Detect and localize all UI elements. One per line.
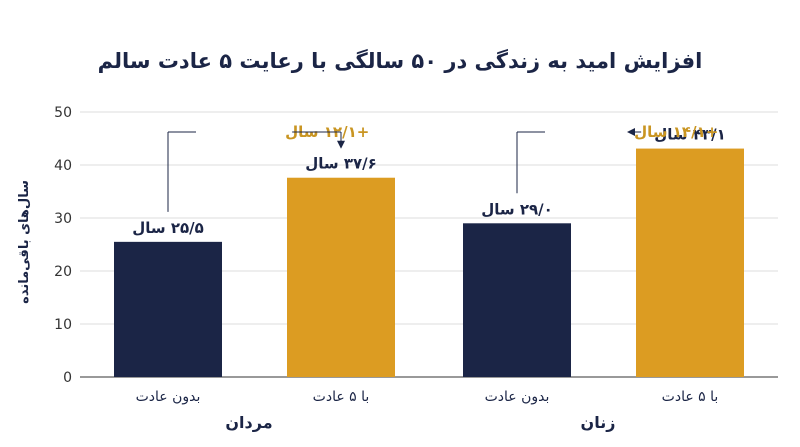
y-axis-ticks: 0 10 20 30 40 50 <box>54 105 72 386</box>
gain-annotations: +۱۲/۱ سال +۱۴/۱ سال <box>167 123 718 212</box>
y-tick-label: 40 <box>54 158 72 174</box>
category-label: با ۵ عادت <box>662 389 719 405</box>
bar-without-habits <box>114 241 222 377</box>
group-label: زنان <box>581 413 616 432</box>
gain-label: +۱۴/۱ سال <box>634 123 718 141</box>
category-label: با ۵ عادت <box>313 389 370 405</box>
chart-title: افزایش امید به زندگی در ۵۰ سالگی با رعای… <box>98 48 703 73</box>
bar-without-habits <box>463 223 571 377</box>
bar-value-label: ۳۷/۶ سال <box>305 155 377 173</box>
bar-with-habits <box>287 177 395 377</box>
category-label: بدون عادت <box>136 389 201 405</box>
y-tick-label: 50 <box>54 105 72 121</box>
y-axis-label: سال‌های باقی‌مانده <box>17 180 32 304</box>
category-label: بدون عادت <box>485 389 550 405</box>
y-tick-label: 0 <box>63 370 72 386</box>
bar-with-habits <box>636 148 744 377</box>
category-labels: بدون عادت با ۵ عادت مردان بدون عادت با ۵ عاد… <box>136 389 719 432</box>
y-tick-label: 30 <box>54 211 72 227</box>
y-tick-label: 10 <box>54 317 72 333</box>
bars: ۲۵/۵ سال ۳۷/۶ سال ۲۹/۰ سال ۴۳/۱ سال <box>114 126 744 377</box>
bar-value-label: ۲۵/۵ سال <box>132 219 204 237</box>
y-tick-label: 20 <box>54 264 72 280</box>
group-label: مردان <box>225 413 272 432</box>
bar-value-label: ۴۳/۱ سال <box>654 126 726 144</box>
bar-value-label: ۲۹/۰ سال <box>481 200 553 218</box>
